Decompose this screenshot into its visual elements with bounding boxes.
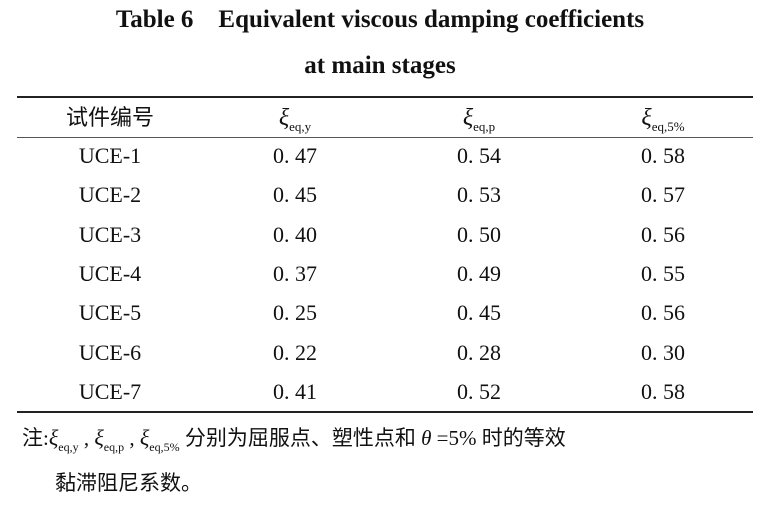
xi-5-cell: 0. 57 bbox=[641, 182, 685, 208]
table-row: UCE-7 0. 41 0. 52 0. 58 bbox=[17, 372, 753, 411]
xi-p-cell: 0. 50 bbox=[457, 221, 501, 247]
specimen-cell: UCE-6 bbox=[78, 339, 142, 365]
note-text: =5% 时的等效 bbox=[431, 426, 566, 450]
note-text-line2: 黏滞阻尼系数。 bbox=[55, 471, 202, 495]
table-row: UCE-5 0. 25 0. 45 0. 56 bbox=[17, 293, 753, 332]
xi-y-cell: 0. 40 bbox=[273, 221, 317, 247]
xi-symbol: ξ bbox=[462, 105, 474, 131]
subscript: eq,y bbox=[58, 440, 79, 454]
xi-5-cell: 0. 30 bbox=[641, 339, 685, 365]
xi-y-cell: 0. 47 bbox=[273, 143, 317, 168]
separator: , bbox=[78, 426, 90, 450]
subscript: eq,5% bbox=[651, 119, 685, 134]
note-prefix: 注: bbox=[22, 426, 49, 450]
header-xi-p: ξeq,p bbox=[387, 98, 571, 146]
subscript: eq,p bbox=[103, 440, 125, 454]
table-row: UCE-4 0. 37 0. 49 0. 55 bbox=[17, 254, 753, 293]
table-row: UCE-6 0. 22 0. 28 0. 30 bbox=[17, 333, 753, 372]
specimen-cell: UCE-5 bbox=[78, 300, 142, 326]
specimen-cell: UCE-3 bbox=[78, 221, 142, 247]
specimen-cell: UCE-7 bbox=[78, 378, 142, 404]
xi-5-cell: 0. 58 bbox=[641, 378, 685, 404]
xi-p-cell: 0. 52 bbox=[457, 378, 501, 404]
subscript: eq,p bbox=[473, 119, 496, 134]
specimen-cell: UCE-4 bbox=[78, 260, 142, 286]
xi-symbol: ξ bbox=[278, 105, 290, 131]
xi-symbol: ξ bbox=[641, 105, 652, 131]
top-rule bbox=[17, 96, 753, 98]
table-note: 注:ξeq,y , ξeq,p , ξeq,5% 分别为屈服点、塑性点和 θ =… bbox=[22, 420, 757, 501]
table-title-line2: at main stages bbox=[304, 52, 456, 79]
header-row: 试件编号 ξeq,y ξeq,p ξeq,5% bbox=[17, 98, 753, 137]
xi-5-cell: 0. 55 bbox=[641, 260, 685, 286]
separator: , bbox=[124, 426, 135, 450]
note-text: 分别为屈服点、塑性点和 bbox=[179, 426, 422, 450]
xi-p-cell: 0. 49 bbox=[457, 260, 501, 286]
header-xi-5: ξeq,5% bbox=[571, 98, 755, 146]
xi-y-cell: 0. 45 bbox=[273, 182, 317, 208]
header-rule bbox=[17, 137, 753, 138]
xi-symbol: ξ bbox=[48, 425, 59, 450]
xi-5-cell: 0. 56 bbox=[641, 300, 685, 326]
xi-p-cell: 0. 45 bbox=[457, 300, 501, 326]
subscript: eq,5% bbox=[149, 440, 180, 454]
specimen-cell: UCE-2 bbox=[78, 182, 142, 208]
xi-y-cell: 0. 41 bbox=[273, 378, 317, 404]
xi-p-cell: 0. 54 bbox=[457, 143, 501, 168]
subscript: eq,y bbox=[289, 119, 312, 134]
table-row: UCE-3 0. 40 0. 50 0. 56 bbox=[17, 215, 753, 254]
header-specimen: 试件编号 bbox=[65, 105, 154, 130]
table-row: UCE-1 0. 47 0. 54 0. 58 bbox=[17, 136, 753, 175]
xi-y-cell: 0. 22 bbox=[273, 339, 317, 365]
xi-y-cell: 0. 37 bbox=[273, 260, 317, 286]
xi-5-cell: 0. 58 bbox=[641, 143, 685, 168]
specimen-cell: UCE-1 bbox=[78, 143, 142, 168]
table-row: UCE-2 0. 45 0. 53 0. 57 bbox=[17, 175, 753, 214]
xi-p-cell: 0. 53 bbox=[457, 182, 501, 208]
xi-p-cell: 0. 28 bbox=[457, 339, 501, 365]
bottom-rule bbox=[17, 411, 753, 413]
xi-symbol: ξ bbox=[139, 425, 150, 450]
theta-symbol: θ bbox=[421, 426, 432, 450]
xi-5-cell: 0. 56 bbox=[641, 221, 685, 247]
table-title: Table 6 Equivalent viscous damping coeff… bbox=[115, 6, 645, 33]
header-xi-y: ξeq,y bbox=[203, 98, 387, 146]
xi-y-cell: 0. 25 bbox=[273, 300, 317, 326]
xi-symbol: ξ bbox=[94, 425, 104, 450]
